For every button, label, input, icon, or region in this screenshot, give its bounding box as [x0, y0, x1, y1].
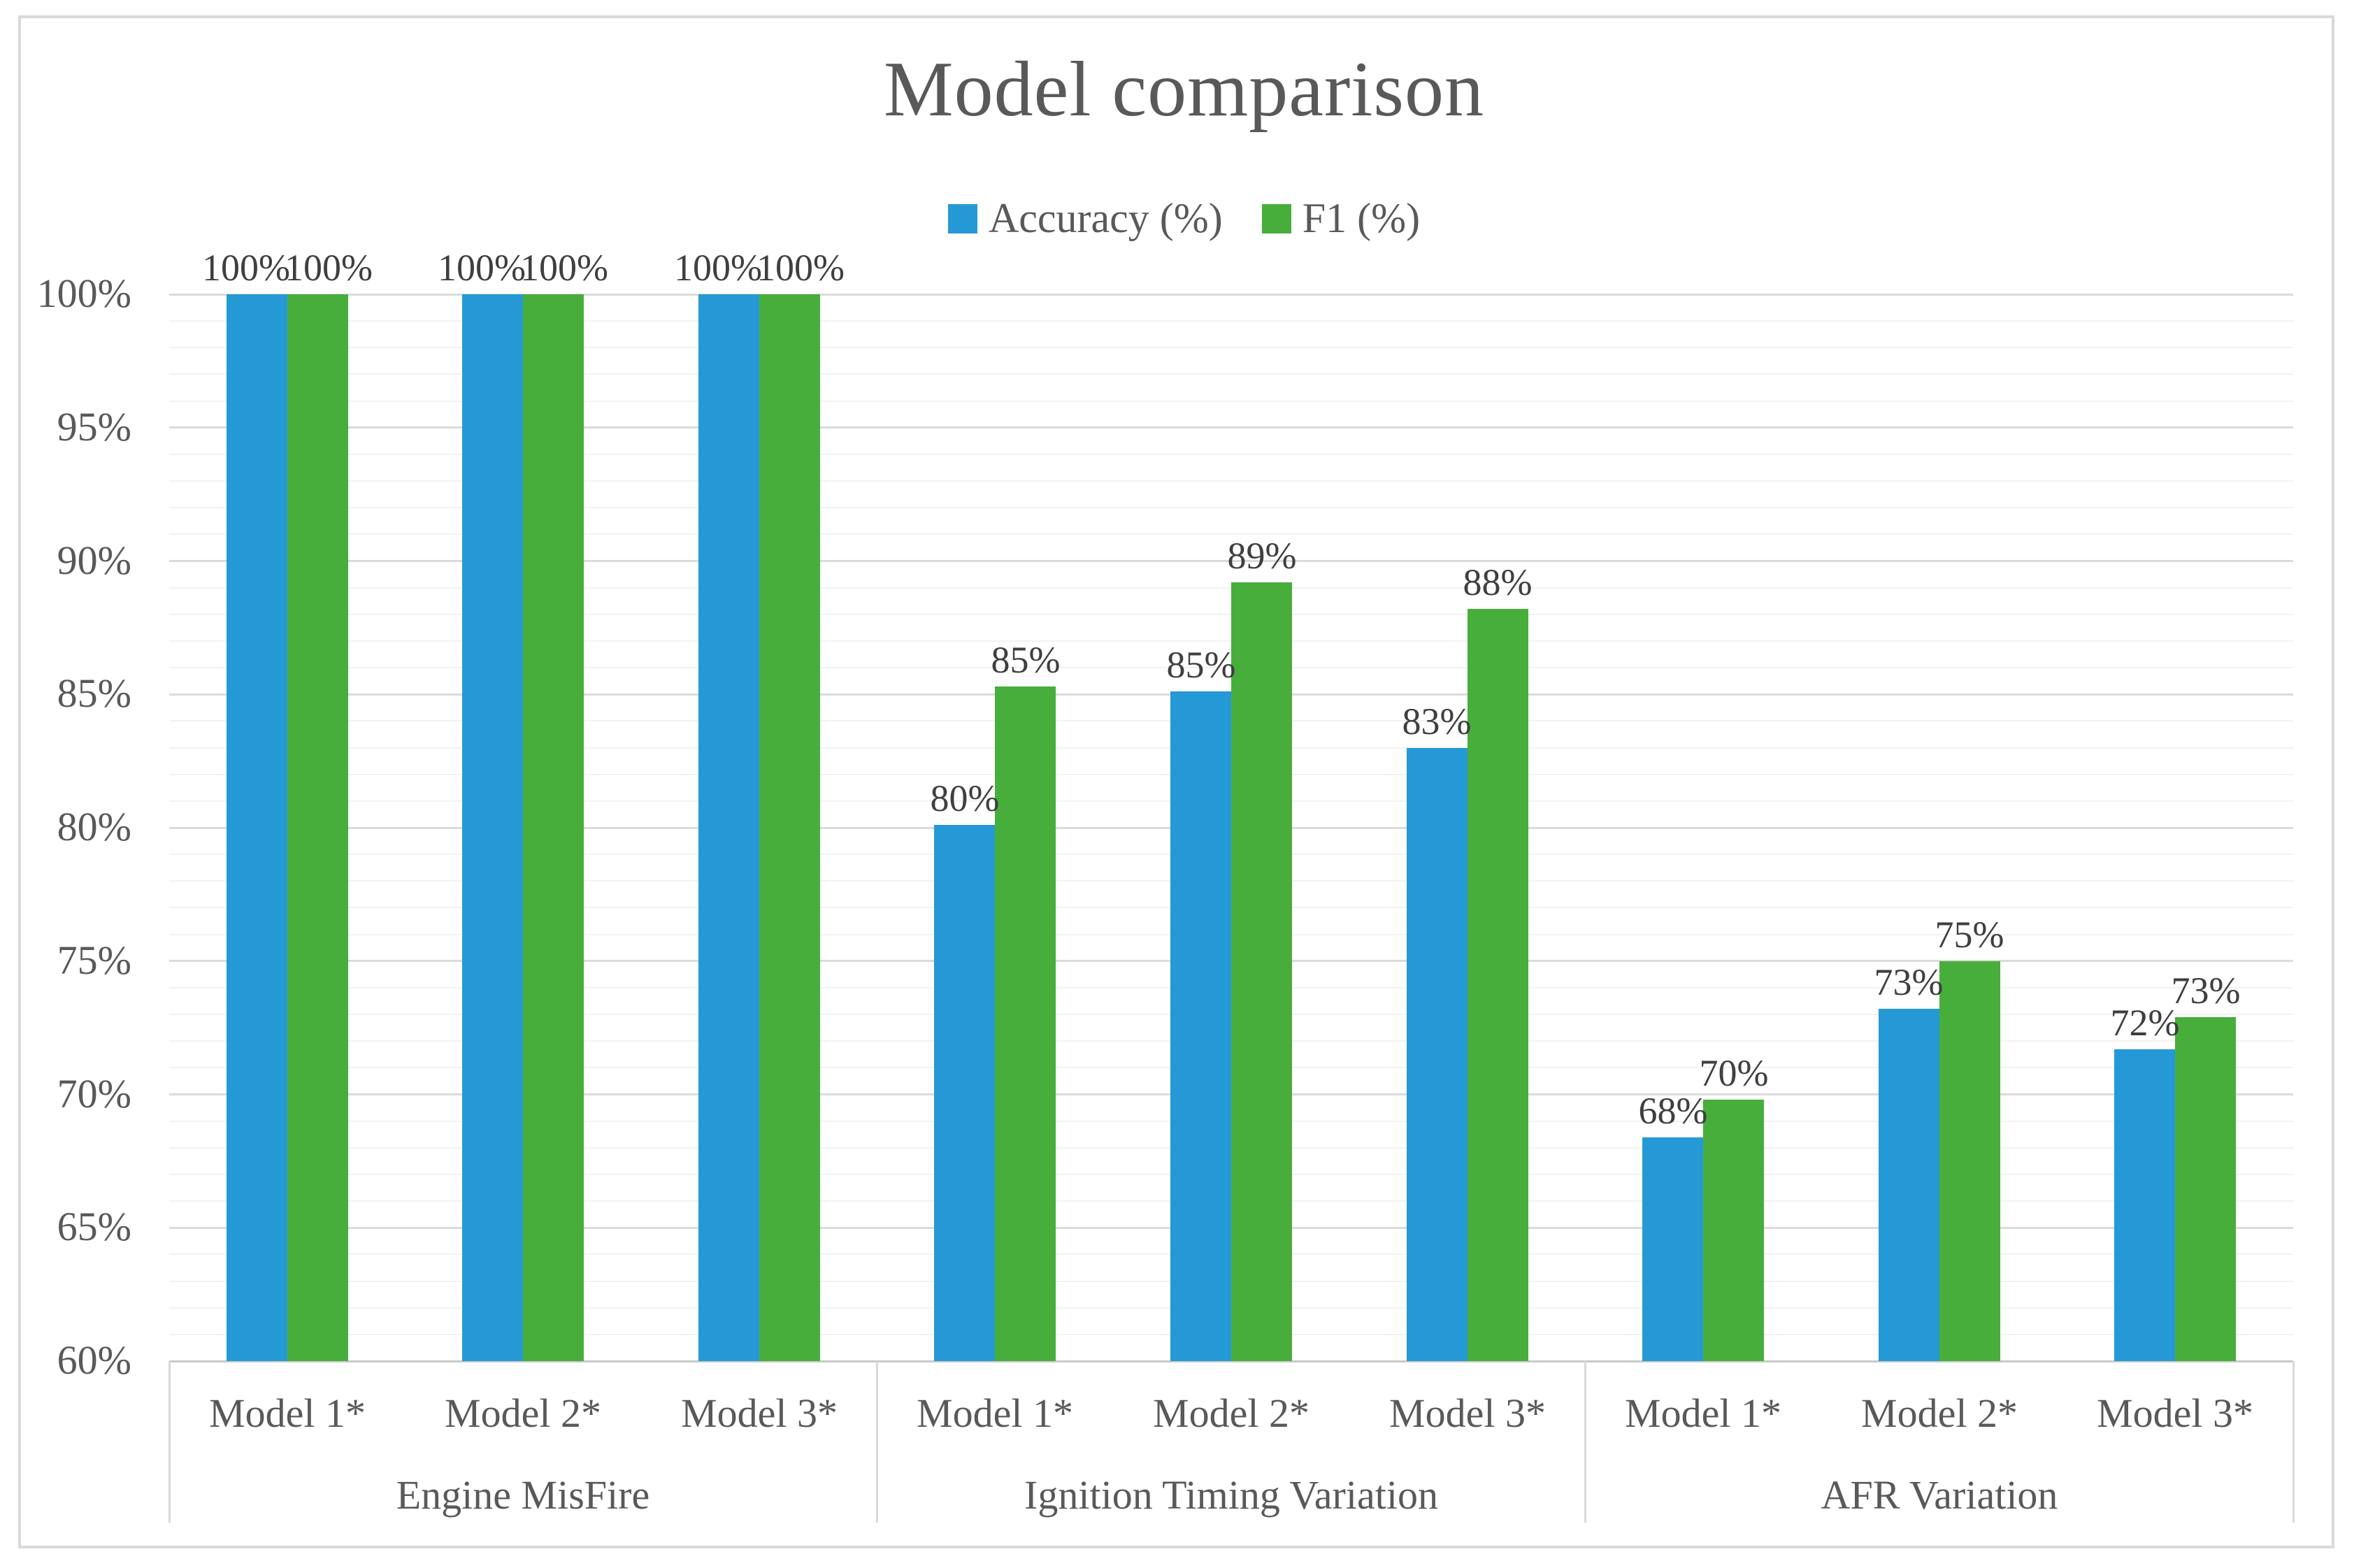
y-tick-80: 80% — [57, 804, 131, 849]
category-label-engine-misfire-model-2: Model 2* — [445, 1390, 601, 1436]
chart-title: Model comparison — [884, 46, 1484, 133]
y-tick-95: 95% — [57, 404, 131, 449]
y-tick-60: 60% — [57, 1337, 131, 1383]
category-label-engine-misfire-model-3: Model 3* — [681, 1390, 838, 1436]
category-label-ignition-timing-variation-model-1: Model 1* — [917, 1390, 1073, 1436]
data-label-accuracy-engine-misfire-model-3: 100% — [674, 247, 762, 289]
y-tick-85: 85% — [57, 670, 131, 716]
legend-label-f1: F1 (%) — [1302, 195, 1421, 241]
bar-f1-afr-variation-model-3 — [2175, 1017, 2236, 1361]
data-label-f1-engine-misfire-model-3: 100% — [756, 247, 845, 289]
data-label-f1-engine-misfire-model-2: 100% — [520, 247, 608, 289]
gridline-major-90 — [169, 560, 2293, 562]
bar-accuracy-engine-misfire-model-3 — [698, 294, 759, 1361]
bar-accuracy-afr-variation-model-2 — [1879, 1009, 1939, 1361]
group-label-afr-variation: AFR Variation — [1821, 1472, 2058, 1518]
bar-f1-afr-variation-model-1 — [1703, 1100, 1764, 1361]
chart-legend: Accuracy (%) F1 (%) — [0, 194, 2368, 243]
gridline-minor-92 — [169, 507, 2293, 508]
data-label-accuracy-ignition-timing-variation-model-3: 83% — [1402, 700, 1472, 742]
bar-accuracy-afr-variation-model-1 — [1642, 1137, 1703, 1361]
bar-accuracy-ignition-timing-variation-model-1 — [934, 825, 995, 1361]
group-label-ignition-timing-variation: Ignition Timing Variation — [1024, 1472, 1438, 1518]
gridline-major-95 — [169, 426, 2293, 429]
bar-f1-engine-misfire-model-2 — [523, 294, 584, 1361]
y-tick-65: 65% — [57, 1204, 131, 1249]
category-label-ignition-timing-variation-model-2: Model 2* — [1153, 1390, 1309, 1436]
legend-swatch-accuracy-icon — [947, 203, 977, 233]
data-label-f1-ignition-timing-variation-model-2: 89% — [1227, 535, 1297, 577]
gridline-minor-96 — [169, 401, 2293, 402]
data-label-accuracy-afr-variation-model-2: 73% — [1874, 961, 1944, 1003]
axis-divider-2 — [1584, 1361, 1586, 1523]
y-tick-90: 90% — [57, 538, 131, 583]
data-label-accuracy-ignition-timing-variation-model-1: 80% — [930, 777, 1000, 819]
axis-divider-3 — [2292, 1361, 2295, 1523]
bar-accuracy-afr-variation-model-3 — [2114, 1049, 2175, 1361]
category-label-afr-variation-model-2: Model 2* — [1861, 1390, 2018, 1436]
gridline-minor-97 — [169, 373, 2293, 375]
y-tick-70: 70% — [57, 1071, 131, 1116]
gridline-minor-94 — [169, 454, 2293, 455]
data-label-f1-engine-misfire-model-1: 100% — [285, 247, 373, 289]
category-label-ignition-timing-variation-model-3: Model 3* — [1389, 1390, 1546, 1436]
legend-item-f1: F1 (%) — [1261, 194, 1421, 243]
y-tick-100: 100% — [36, 271, 131, 316]
bar-f1-ignition-timing-variation-model-2 — [1231, 582, 1292, 1361]
category-label-afr-variation-model-1: Model 1* — [1625, 1390, 1781, 1436]
legend-label-accuracy: Accuracy (%) — [988, 195, 1223, 241]
legend-swatch-f1-icon — [1261, 203, 1291, 233]
data-label-f1-afr-variation-model-1: 70% — [1699, 1052, 1769, 1094]
data-label-f1-ignition-timing-variation-model-1: 85% — [991, 639, 1061, 681]
bar-f1-afr-variation-model-2 — [1939, 961, 2000, 1361]
data-label-accuracy-engine-misfire-model-1: 100% — [202, 247, 290, 289]
y-tick-75: 75% — [57, 937, 131, 983]
bar-f1-engine-misfire-model-1 — [287, 294, 348, 1361]
bar-accuracy-ignition-timing-variation-model-2 — [1170, 691, 1231, 1361]
data-label-accuracy-ignition-timing-variation-model-2: 85% — [1166, 644, 1236, 686]
bar-f1-ignition-timing-variation-model-1 — [995, 686, 1056, 1361]
gridline-minor-99 — [169, 320, 2293, 322]
gridline-minor-98 — [169, 347, 2293, 348]
gridline-major-100 — [169, 294, 2293, 296]
axis-divider-0 — [168, 1361, 171, 1523]
data-label-f1-ignition-timing-variation-model-3: 88% — [1463, 561, 1533, 603]
bar-accuracy-engine-misfire-model-1 — [227, 294, 287, 1361]
figure-border — [18, 15, 2334, 1548]
data-label-f1-afr-variation-model-2: 75% — [1935, 914, 2004, 956]
bar-f1-ignition-timing-variation-model-3 — [1468, 609, 1528, 1361]
bar-accuracy-engine-misfire-model-2 — [462, 294, 523, 1361]
bar-f1-engine-misfire-model-3 — [759, 294, 820, 1361]
data-label-accuracy-afr-variation-model-1: 68% — [1638, 1090, 1708, 1132]
legend-item-accuracy: Accuracy (%) — [947, 194, 1223, 243]
gridline-minor-91 — [169, 533, 2293, 535]
x-axis-line — [169, 1360, 2293, 1362]
data-label-accuracy-afr-variation-model-3: 72% — [2110, 1002, 2180, 1044]
category-label-engine-misfire-model-1: Model 1* — [209, 1390, 366, 1436]
data-label-f1-afr-variation-model-3: 73% — [2171, 970, 2241, 1012]
bar-accuracy-ignition-timing-variation-model-3 — [1407, 748, 1468, 1361]
gridline-minor-93 — [169, 480, 2293, 482]
data-label-accuracy-engine-misfire-model-2: 100% — [438, 247, 526, 289]
group-label-engine-misfire: Engine MisFire — [396, 1472, 650, 1518]
axis-divider-1 — [876, 1361, 878, 1523]
category-label-afr-variation-model-3: Model 3* — [2097, 1390, 2253, 1436]
